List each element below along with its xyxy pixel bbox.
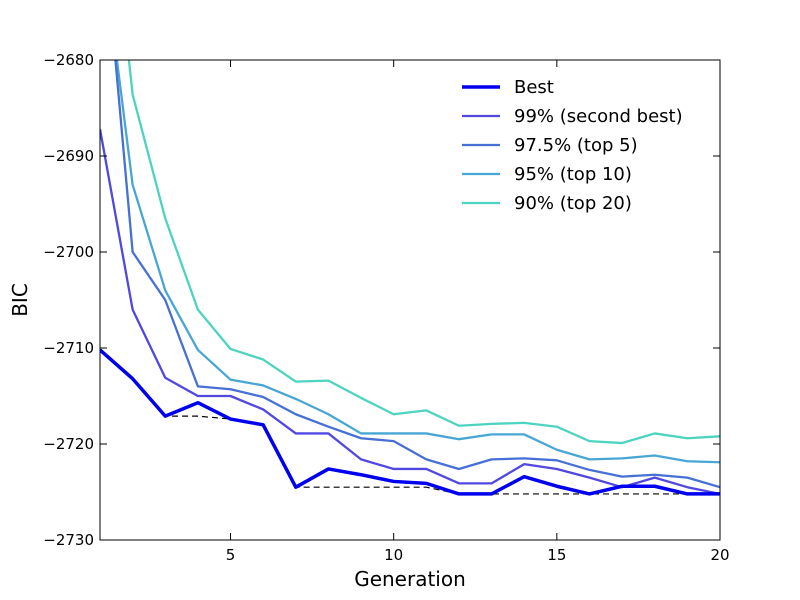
x-tick-label: 10 <box>384 546 403 564</box>
series-line-90-top-20 <box>127 60 720 445</box>
legend-label: Best <box>514 77 554 98</box>
legend-label: 95% (top 10) <box>514 164 632 185</box>
y-tick-label: −2700 <box>43 243 94 261</box>
series-layer <box>100 60 720 496</box>
x-tick-label: 20 <box>710 546 729 564</box>
legend: Best 99% (second best) 97.5% (top 5) 95% (t… <box>462 77 683 214</box>
y-tick-label: −2690 <box>43 147 94 165</box>
series-line-97-5-top-5 <box>114 60 720 489</box>
plot-frame <box>99 59 721 541</box>
x-tick-label: 15 <box>547 546 566 564</box>
legend-label: 90% (top 20) <box>514 193 632 214</box>
x-tick-label: 5 <box>226 546 236 564</box>
y-tick-label: −2730 <box>43 531 94 549</box>
y-axis-label: BIC <box>8 283 32 317</box>
series-line-99-second-best <box>100 128 720 496</box>
series-line-best <box>100 348 720 496</box>
plot-area <box>100 60 720 540</box>
y-tick-label: −2720 <box>43 435 94 453</box>
y-tick-label: −2710 <box>43 339 94 357</box>
legend-label: 99% (second best) <box>514 106 683 127</box>
reference-dashed-line <box>100 349 720 495</box>
legend-label: 97.5% (top 5) <box>514 135 638 156</box>
axis-ticks: 5 10 15 20 −2730 −2720 −2710 −2700 −2690 −2680 <box>43 51 729 564</box>
series-line-95-top-10 <box>115 60 720 464</box>
x-axis-label: Generation <box>354 567 466 591</box>
y-tick-label: −2680 <box>43 51 94 69</box>
